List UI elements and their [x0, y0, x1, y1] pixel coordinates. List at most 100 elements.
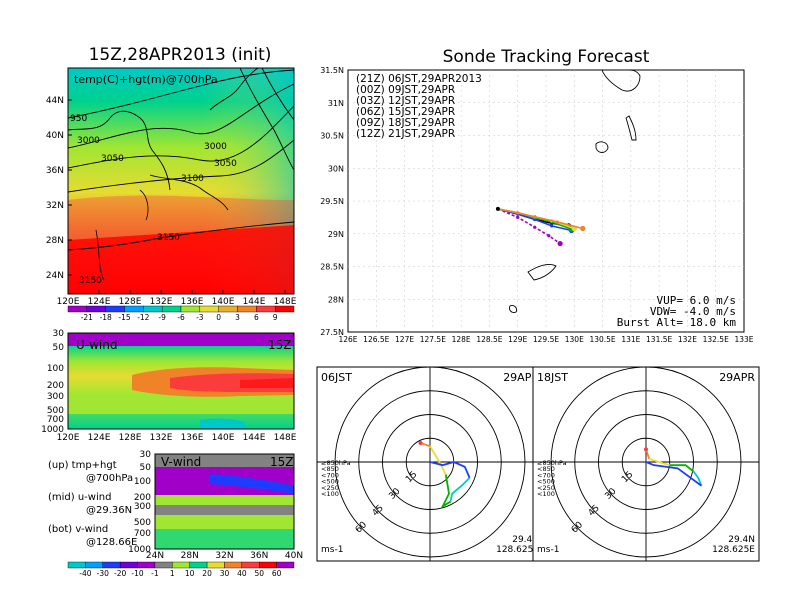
track-point	[550, 224, 554, 228]
lon-tick-label: 120E	[57, 297, 80, 307]
contour-line	[239, 67, 295, 171]
lon-tick-label: 132E	[150, 433, 173, 443]
track-point	[555, 220, 559, 224]
lat-tick-label: 40N	[46, 131, 64, 141]
track-point	[533, 215, 537, 219]
lat-tick-label: 24N	[146, 551, 164, 561]
colorbar-label: 10	[185, 569, 195, 578]
colorbar-swatch	[256, 305, 276, 313]
jet-max	[240, 378, 294, 388]
lat-tick-label: 32N	[215, 551, 233, 561]
hodograph-lat: 29.4N	[512, 535, 539, 545]
colorbar-swatch	[154, 561, 173, 569]
param-burst: Burst Alt= 18.0 km	[617, 316, 737, 329]
colorbar-swatch	[189, 561, 208, 569]
colorbar-label: -40	[79, 569, 91, 578]
hodograph-segment	[645, 461, 702, 487]
lat-tick-label: 29N	[328, 230, 344, 239]
lon-tick-label: 131.5E	[646, 335, 672, 344]
colorbar-label: -12	[137, 313, 149, 322]
colorbar-label: 3	[235, 313, 240, 322]
note-up: (up) tmp+hgt	[48, 460, 117, 471]
lon-tick-label: 127.5E	[420, 335, 446, 344]
lon-tick-label: 128E	[119, 433, 142, 443]
panel-notes: (up) tmp+hgt @700hPa (mid) u-wind @29.36…	[48, 460, 137, 548]
legend-entry: (09Z) 18JST,29APR	[356, 117, 455, 129]
pressure-tick-label: 1000	[41, 425, 64, 435]
track-point	[547, 234, 551, 238]
level-legend: <850	[321, 465, 339, 473]
u-wind-time: 15Z	[268, 338, 292, 352]
note-bot: (bot) v-wind	[48, 524, 108, 535]
lat-tick-label: 44N	[46, 96, 64, 106]
lat-tick-label: 27.5N	[320, 328, 344, 337]
warm-transition	[68, 195, 294, 240]
pressure-tick-label: 30	[140, 450, 152, 460]
hodograph-date: 29APR	[503, 371, 539, 384]
warm-band	[68, 225, 294, 294]
island-kyushu	[601, 69, 641, 92]
colorbar-label: 9	[273, 313, 278, 322]
colorbar-swatch	[172, 561, 190, 569]
colorbar-label: 6	[254, 313, 259, 322]
contour-line	[67, 105, 295, 169]
track-legend: (21Z) 06JST,29APR2013(00Z) 09JST,29APR(0…	[356, 73, 482, 140]
colorbar-swatch	[206, 561, 225, 569]
level-legend: <250	[321, 484, 339, 492]
pressure-tick-label: 500	[134, 518, 151, 528]
lon-tick-label: 148E	[274, 433, 297, 443]
pressure-tick-label: 50	[140, 463, 152, 473]
colorbar-label: -1	[151, 569, 159, 578]
level-legend: <500	[321, 478, 339, 486]
track-point	[533, 225, 537, 229]
contour-line	[67, 139, 295, 193]
legend-entry: (21Z) 06JST,29APR2013	[356, 73, 482, 85]
lon-tick-label: 136E	[181, 297, 204, 307]
island-small	[509, 305, 517, 313]
track-map: 31.5N 31N 30.5N 30N 29.5N 29N 28.5N 28N 27.5N 12…	[320, 66, 754, 344]
colorbar-label: -10	[131, 569, 143, 578]
lat-tick-label: 31N	[328, 99, 344, 108]
colorbar-label: 1	[170, 569, 175, 578]
colorbar-label: -6	[177, 313, 185, 322]
v-wind-low-band	[155, 529, 294, 549]
island-yakushima	[595, 141, 609, 153]
pressure-tick-label: 30	[53, 329, 65, 339]
colorbar-swatch	[67, 561, 86, 569]
colorbar-label: 50	[254, 569, 264, 578]
pressure-tick-label: 50	[53, 343, 65, 353]
contour-line	[67, 69, 295, 119]
track-grid	[348, 70, 744, 332]
lon-tick-label: 133E	[734, 335, 753, 344]
colorbar-label: 60	[272, 569, 282, 578]
lat-tick-label: 40N	[285, 551, 303, 561]
colorbar-swatch	[180, 305, 201, 313]
map-label: temp(C)+hgt(m)@700hPa	[74, 73, 218, 86]
lon-tick-label: 126.5E	[363, 335, 389, 344]
hodograph-lat: 29.4N	[728, 535, 755, 545]
hodograph-date: 29APR	[719, 371, 755, 384]
colorbar-label: 40	[237, 569, 247, 578]
lower-band	[68, 414, 294, 429]
colorbar-swatch	[124, 305, 144, 313]
lon-tick-label: 136E	[181, 433, 204, 443]
island-tanegashima	[625, 115, 637, 141]
lon-tick-label: 120E	[57, 433, 80, 443]
colorbar-swatch	[105, 305, 125, 313]
track-point	[516, 215, 520, 219]
lon-tick-label: 124E	[88, 433, 111, 443]
note-mid: (mid) u-wind	[48, 492, 111, 503]
lon-tick-label: 126E	[338, 335, 357, 344]
v-wind-mid-band	[155, 495, 294, 505]
lon-tick-label: 132.5E	[703, 335, 729, 344]
param-vup: VUP= 6.0 m/s	[657, 294, 736, 307]
lat-ticks: 44N 40N 36N 32N 28N 24N	[46, 96, 72, 281]
colorbar-swatch	[259, 561, 277, 569]
lon-tick-label: 132E	[150, 297, 173, 307]
pressure-tick-label: 300	[47, 392, 64, 402]
hodograph-segment	[669, 464, 695, 473]
lon-tick-label: 132E	[678, 335, 697, 344]
